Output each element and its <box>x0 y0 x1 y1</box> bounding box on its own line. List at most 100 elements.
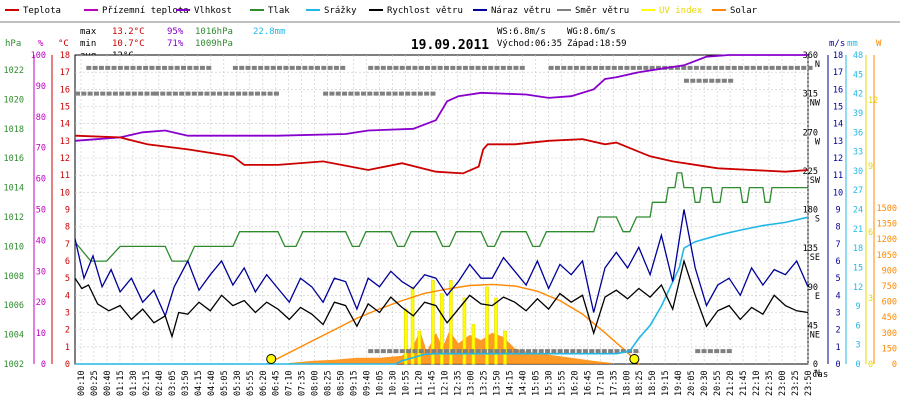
wind-dir-mark <box>87 91 93 96</box>
axis-dir-compass: W <box>815 137 821 147</box>
axis-ms-tick: 14 <box>833 120 843 130</box>
axis-pct-tick: 100 <box>31 51 46 61</box>
axis-ms-tick: 6 <box>835 257 840 267</box>
wind-dir-mark <box>462 349 468 354</box>
wind-dir-mark <box>769 65 775 70</box>
chart-title: 19.09.2011 <box>411 38 489 53</box>
series-srazky <box>75 216 809 365</box>
axis-dir-compass: N <box>815 369 820 379</box>
wind-dir-mark <box>570 349 576 354</box>
x-tick-label: 02:40 <box>155 370 165 396</box>
wind-dir-mark <box>374 65 380 70</box>
wind-dir-mark <box>106 91 112 96</box>
wind-dir-mark <box>738 65 744 70</box>
axis-mm-tick: 21 <box>853 225 863 235</box>
stat-min-press: 1009hPa <box>195 39 233 49</box>
wind-dir-mark <box>696 78 702 83</box>
wind-dir-mark <box>425 65 431 70</box>
wind-dir-mark <box>801 65 807 70</box>
wind-dir-mark <box>592 65 598 70</box>
axis-w-tick: 450 <box>882 313 897 323</box>
wind-dir-mark <box>367 91 373 96</box>
wind-dir-mark <box>538 349 544 354</box>
wind-dir-mark <box>576 349 582 354</box>
wind-dir-mark <box>258 65 264 70</box>
wind-dir-mark <box>443 65 449 70</box>
wind-dir-mark <box>387 65 393 70</box>
axis-ms-tick: 9 <box>835 206 840 216</box>
axis-ms-tick: 1 <box>835 343 840 353</box>
x-tick-label: 08:25 <box>324 370 334 396</box>
wind-dir-mark <box>469 349 475 354</box>
wind-dir-mark <box>406 65 412 70</box>
wind-dir-mark <box>136 65 142 70</box>
x-tick-label: 00:10 <box>77 370 87 396</box>
axis-temp-tick: 18 <box>60 51 70 61</box>
wind-dir-mark <box>105 65 111 70</box>
uv-bar <box>410 286 415 365</box>
axis-w-tick: 750 <box>882 282 897 292</box>
axis-pct-tick: 30 <box>36 267 46 277</box>
axis-pct-unit: % <box>38 39 44 49</box>
axis-hpa-unit: hPa <box>5 39 21 49</box>
axis-mm-tick: 18 <box>853 244 863 254</box>
wind-dir-mark <box>469 65 475 70</box>
axis-temp-tick: 10 <box>60 188 70 198</box>
wind-dir-mark <box>709 78 715 83</box>
axis-ms-tick: 7 <box>835 240 840 250</box>
wind-dir-mark <box>374 349 380 354</box>
axis-w-tick: 1500 <box>877 204 897 214</box>
wind-dir-mark <box>296 65 302 70</box>
legend-label-vitr: Rychlost větru <box>387 6 463 16</box>
wind-dir-mark <box>185 91 191 96</box>
wind-dir-mark <box>125 91 131 96</box>
wind-dir-mark <box>248 91 254 96</box>
axis-w-tick: 300 <box>882 329 897 339</box>
axis-ms-tick: 15 <box>833 103 843 113</box>
wind-dir-mark <box>406 349 412 354</box>
wind-dir-mark <box>206 65 212 70</box>
sunset-marker <box>629 354 640 364</box>
axis-mm-tick: 45 <box>853 70 863 80</box>
legend-label-smer: Směr větru <box>575 6 629 16</box>
axis-ms-tick: 13 <box>833 137 843 147</box>
wind-dir-mark <box>674 65 680 70</box>
wind-dir-mark <box>481 349 487 354</box>
axis-pct-tick: 20 <box>36 298 46 308</box>
wind-dir-mark <box>687 65 693 70</box>
wind-dir-mark <box>283 65 289 70</box>
wind-dir-mark <box>475 65 481 70</box>
axis-hpa-tick: 1004 <box>4 331 24 341</box>
axis-dir-compass: NW <box>810 99 821 109</box>
wind-dir-mark <box>500 65 506 70</box>
wind-dir-mark <box>456 65 462 70</box>
x-tick-label: 17:10 <box>596 370 606 396</box>
axis-temp-tick: 0 <box>65 360 70 370</box>
wind-dir-mark <box>794 65 800 70</box>
wind-dir-mark <box>507 349 513 354</box>
x-tick-label: 03:50 <box>181 370 191 396</box>
wind-dir-mark <box>701 349 707 354</box>
legend-label-tlak: Tlak <box>268 6 290 16</box>
wind-dir-mark <box>210 91 216 96</box>
wind-dir-mark <box>580 65 586 70</box>
wind-dir-mark <box>614 349 620 354</box>
wind-dir-mark <box>321 65 327 70</box>
wind-dir-mark <box>418 65 424 70</box>
x-tick-label: 04:40 <box>207 370 217 396</box>
wind-dir-mark <box>715 78 721 83</box>
x-tick-label: 09:40 <box>363 370 373 396</box>
axis-ms-unit: m/s <box>829 39 845 49</box>
x-tick-label: 15:30 <box>544 370 554 396</box>
wind-dir-mark <box>166 91 172 96</box>
wind-dir-mark <box>264 65 270 70</box>
wind-dir-mark <box>387 349 393 354</box>
wind-dir-mark <box>289 65 295 70</box>
x-tick-label: 22:10 <box>752 370 762 396</box>
x-tick-label: 08:50 <box>337 370 347 396</box>
wind-dir-mark <box>620 349 626 354</box>
wind-dir-mark <box>100 91 106 96</box>
wind-dir-mark <box>143 65 149 70</box>
wind-dir-mark <box>494 349 500 354</box>
